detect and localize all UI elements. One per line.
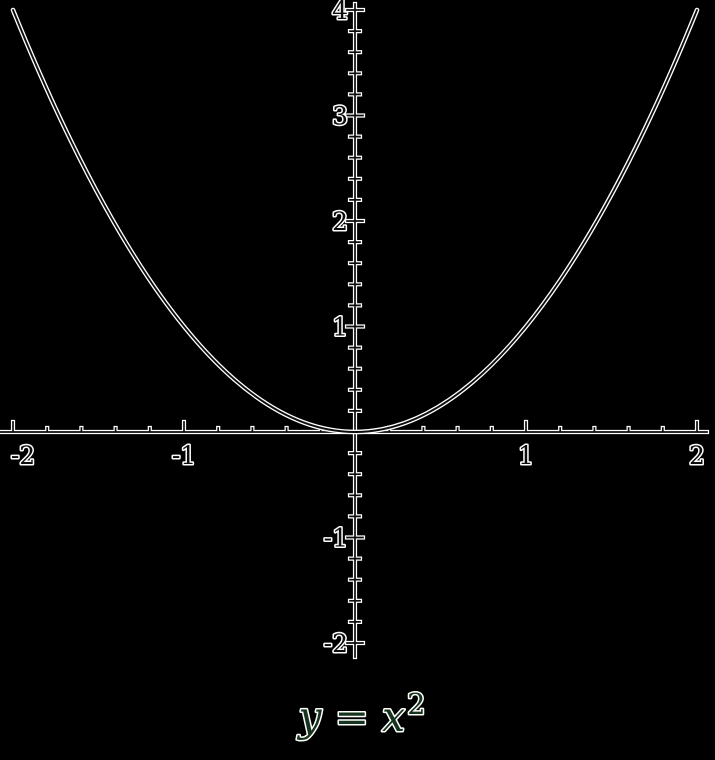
y-tick-label: -1 <box>324 524 348 553</box>
y-tick-label: 3 <box>332 102 348 131</box>
curve-core <box>12 9 698 433</box>
title-base: y = x <box>296 693 405 741</box>
plot-title: y = x2 <box>296 687 425 741</box>
parabola-curve <box>10 7 700 435</box>
x-tick-label: -2 <box>11 441 35 470</box>
y-tick-label: -2 <box>324 629 348 658</box>
x-tick-label: 1 <box>518 441 534 470</box>
axes <box>0 1 710 660</box>
x-tick-label: 2 <box>689 441 705 470</box>
x-tick-label: -1 <box>172 441 196 470</box>
y-tick-label: 1 <box>332 313 348 342</box>
tick-labels: -2 -1 1 2 4 3 2 1 -1 -2 <box>9 0 706 660</box>
y-tick-label: 4 <box>332 0 348 25</box>
y-tick-label: 2 <box>332 207 348 236</box>
title-exponent-superscript: 2 <box>407 687 425 721</box>
